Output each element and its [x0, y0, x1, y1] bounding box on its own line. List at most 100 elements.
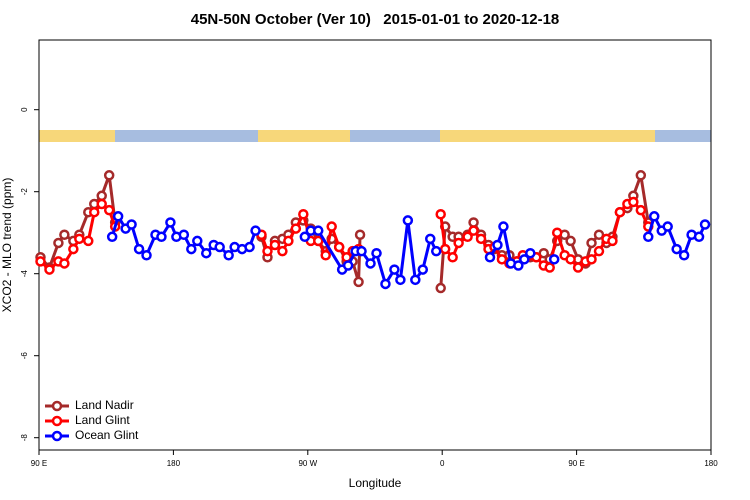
data-point — [693, 231, 705, 243]
legend-marker — [51, 415, 63, 427]
data-point — [439, 243, 451, 255]
data-point — [126, 219, 137, 230]
data-point — [548, 254, 560, 265]
data-point — [283, 235, 294, 247]
data-point — [525, 247, 536, 259]
data-point — [353, 276, 364, 288]
data-point — [593, 245, 605, 257]
data-point — [141, 250, 152, 261]
data-point — [395, 274, 406, 286]
data-point — [475, 233, 487, 245]
data-point — [165, 217, 176, 228]
data-point — [498, 221, 509, 232]
data-point — [607, 235, 618, 247]
data-point — [320, 250, 331, 261]
x-axis-label: Longitude — [349, 476, 402, 490]
y-tick-label: 0 — [20, 107, 29, 112]
data-point — [544, 262, 555, 273]
data-point — [593, 229, 605, 240]
legend-label: Ocean Glint — [75, 428, 139, 442]
data-point — [299, 231, 311, 243]
data-point — [186, 243, 197, 255]
data-point — [484, 252, 496, 263]
data-point — [468, 217, 479, 228]
data-point — [402, 215, 414, 226]
legend-label: Land Glint — [75, 413, 130, 427]
data-point — [290, 223, 302, 234]
data-point — [462, 231, 473, 243]
data-point — [430, 245, 442, 257]
x-tick-label: 180 — [167, 459, 181, 468]
data-point — [586, 237, 597, 249]
data-point — [354, 229, 366, 240]
x-tick-label: 90 W — [298, 459, 317, 468]
x-tick-label: 180 — [704, 459, 718, 468]
data-point — [628, 196, 639, 208]
data-point — [89, 206, 100, 218]
data-point — [313, 225, 324, 236]
data-point — [496, 254, 508, 265]
y-tick-label: -6 — [20, 352, 29, 360]
data-point — [44, 264, 55, 275]
data-point — [356, 245, 367, 257]
data-point — [244, 241, 255, 253]
data-point — [365, 258, 376, 269]
data-point — [635, 170, 647, 181]
data-point — [468, 225, 479, 236]
data-point — [103, 170, 115, 181]
data-point — [513, 260, 524, 271]
legend-marker — [51, 430, 63, 442]
data-point — [435, 209, 446, 220]
data-point — [298, 209, 309, 220]
data-point — [156, 231, 167, 243]
data-point — [492, 239, 503, 251]
chart-title: 45N-50N October (Ver 10) 2015-01-01 to 2… — [191, 11, 560, 28]
y-tick-label: -2 — [20, 188, 29, 196]
data-point — [447, 252, 458, 263]
data-point — [103, 204, 115, 216]
data-point — [565, 235, 576, 247]
data-point — [425, 233, 436, 245]
data-point — [178, 229, 190, 240]
data-point — [214, 241, 225, 253]
data-point — [453, 237, 464, 249]
data-point — [643, 231, 654, 243]
x-tick-label: 0 — [440, 459, 445, 468]
y-tick-label: -4 — [20, 270, 29, 278]
data-point — [662, 221, 673, 232]
data-point — [435, 282, 446, 294]
data-point — [519, 254, 530, 265]
data-point — [699, 219, 711, 230]
data-point — [333, 241, 345, 253]
map-strip — [39, 130, 711, 142]
data-point — [53, 237, 64, 249]
data-point — [96, 198, 107, 210]
data-point — [112, 211, 124, 222]
data-point — [635, 204, 647, 216]
data-point — [538, 247, 549, 259]
data-point — [410, 274, 421, 286]
data-point — [342, 260, 354, 271]
data-point — [106, 231, 118, 243]
data-point — [586, 254, 597, 265]
data-point — [417, 264, 429, 275]
plot-area — [35, 170, 711, 294]
data-point — [326, 221, 337, 232]
data-point — [572, 262, 584, 273]
data-point — [223, 250, 234, 261]
data-point — [96, 190, 107, 202]
data-point — [371, 247, 382, 259]
data-point — [201, 247, 212, 259]
data-point — [614, 206, 626, 218]
x-tick-label: 90 E — [31, 459, 47, 468]
data-point — [35, 256, 46, 267]
data-point — [277, 245, 288, 257]
plot-frame — [38, 39, 712, 451]
legend-label: Land Nadir — [75, 398, 134, 412]
data-point — [192, 235, 203, 247]
data-point — [380, 278, 391, 290]
x-tick-label: 90 E — [568, 459, 584, 468]
land-band — [39, 130, 115, 142]
data-point — [262, 245, 273, 257]
